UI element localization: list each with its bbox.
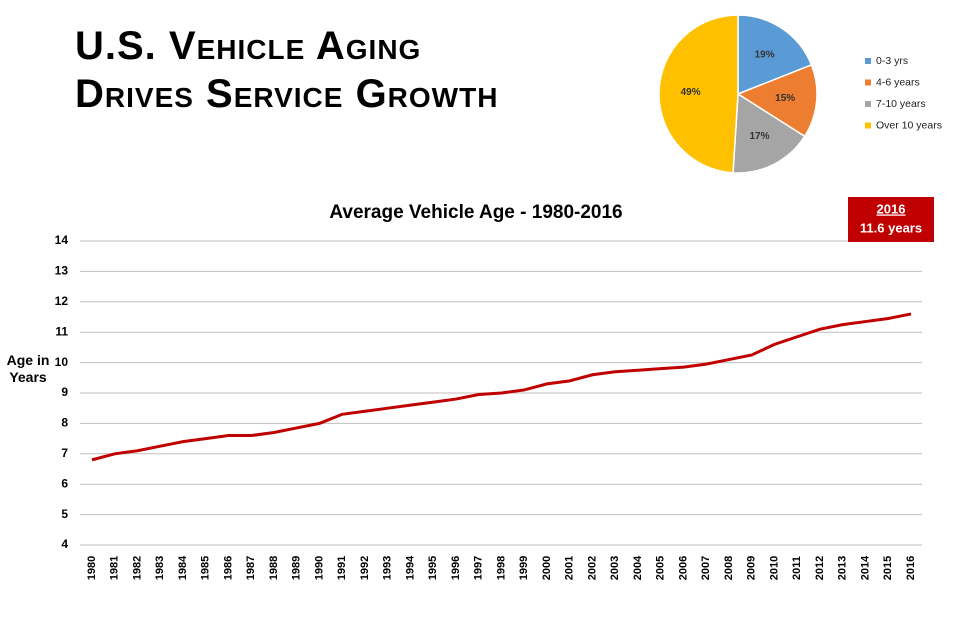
legend-swatch [865,101,871,107]
x-tick-label: 1985 [200,556,212,580]
data-line [91,312,912,462]
x-tick-label: 2013 [837,556,849,580]
pie-slice [737,14,813,96]
x-tick-label: 2002 [586,556,598,580]
x-tick-label: 2010 [768,556,780,580]
legend-swatch [865,58,871,64]
x-tick-label: 1984 [177,555,189,580]
y-tick-label: 10 [55,355,69,369]
x-tick-label: 1994 [404,555,416,580]
x-tick-label: 1997 [473,556,485,580]
slide-title: U.S. Vehicle Aging Drives Service Growth [75,22,498,118]
x-tick-label: 1989 [291,556,303,580]
legend-swatch [865,79,871,86]
x-tick-label: 1980 [86,556,98,580]
x-tick-label: 2004 [632,555,644,580]
annotation-title: 2016 [877,201,906,216]
pie-slice [732,92,806,174]
y-tick-label: 7 [61,446,68,460]
x-tick-label: 1992 [359,556,371,580]
x-tick-label: 1995 [427,556,439,580]
x-tick-label: 1996 [450,556,462,580]
x-tick-label: 2011 [791,556,803,580]
slice-label: 49% [681,87,701,98]
x-tick-label: 1993 [382,556,394,580]
legend-label: 4-6 years [876,76,920,88]
y-tick-label: 13 [55,264,69,278]
x-tick-label: 1983 [154,556,166,580]
title-line: Drives Service Growth [75,72,499,116]
legend-swatch [865,122,871,129]
y-tick-label: 14 [55,233,69,247]
x-tick-label: 1990 [313,556,325,580]
x-tick-label: 2008 [723,556,735,580]
y-tick-label: 5 [61,507,68,521]
x-tick-label: 2005 [655,556,667,580]
x-tick-label: 2012 [814,556,826,580]
chart-title: Average Vehicle Age - 1980-2016 [329,202,622,223]
y-tick-label: 6 [61,476,68,490]
x-tick-label: 2000 [541,556,553,580]
x-tick-label: 2014 [859,555,871,580]
pie-slice [736,63,818,138]
annotation-box [848,197,934,242]
x-tick-label: 1981 [109,556,121,580]
x-tick-label: 1998 [495,556,507,580]
x-tick-label: 1991 [336,556,348,580]
annotation-text: 11.6 years [860,220,922,235]
y-tick-label: 11 [55,324,68,338]
x-tick-label: 2009 [746,556,758,580]
x-tick-label: 2016 [905,556,917,580]
x-tick-label: 1999 [518,556,530,580]
slice-label: 15% [775,93,795,104]
pie-slice [658,14,739,174]
y-tick-label: 12 [55,294,69,308]
x-tick-label: 2006 [677,556,689,580]
x-tick-label: 2015 [882,556,894,580]
x-tick-label: 1982 [131,556,143,580]
y-tick-label: 4 [61,537,68,551]
x-tick-label: 1987 [245,556,257,580]
legend-label: 0-3 yrs [876,55,908,67]
x-tick-label: 2001 [564,556,576,580]
title-line: U.S. Vehicle Aging [75,24,422,68]
y-tick-label: 9 [61,385,68,399]
x-tick-label: 1986 [222,556,234,580]
y-axis-label: Age in Years [6,352,50,385]
y-tick-label: 8 [61,416,68,430]
slice-label: 17% [750,131,770,142]
x-tick-label: 2007 [700,556,712,580]
x-tick-label: 2003 [609,556,621,580]
legend-label: 7-10 years [876,98,926,110]
x-tick-label: 1988 [268,556,280,580]
slice-label: 19% [755,49,775,60]
legend-label: Over 10 years [876,119,942,131]
